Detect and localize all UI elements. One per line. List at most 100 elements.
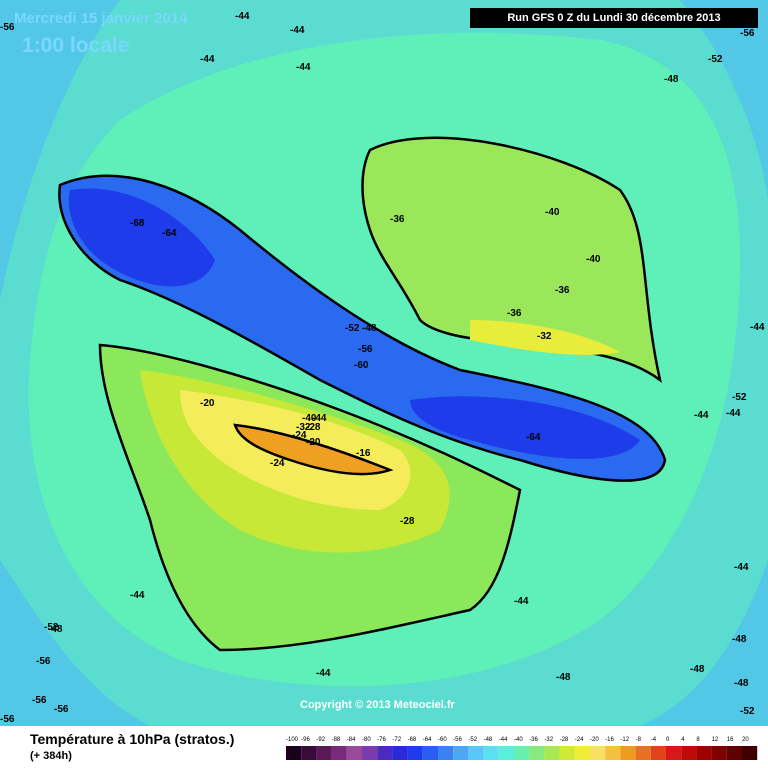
svg-text:-24: -24 <box>292 430 307 441</box>
scale-tick-label: 20 <box>742 737 749 743</box>
warm-core <box>233 423 394 476</box>
svg-text:-56: -56 <box>36 656 51 667</box>
svg-text:-56: -56 <box>54 704 69 715</box>
scale-swatch <box>590 746 606 760</box>
scale-swatch <box>696 746 712 760</box>
scale-swatch <box>362 746 378 760</box>
svg-text:-60: -60 <box>354 360 369 371</box>
svg-text:-56: -56 <box>0 22 15 33</box>
scale-swatch <box>650 746 666 760</box>
svg-text:-44: -44 <box>130 590 145 601</box>
scale-swatch <box>742 746 758 760</box>
scale-tick-label: -84 <box>347 737 356 743</box>
contour-labels: -56 -44 -44 -44 -44 -48 -52 -56 -68 -64 … <box>0 11 765 725</box>
svg-text:-44: -44 <box>290 25 305 36</box>
svg-text:-52: -52 <box>740 706 755 717</box>
scale-swatch <box>438 746 454 760</box>
scale-tick-label: 8 <box>696 737 700 743</box>
map-canvas: -56 -44 -44 -44 -44 -48 -52 -56 -68 -64 … <box>0 0 768 726</box>
svg-text:-28: -28 <box>400 516 415 527</box>
svg-text:-32: -32 <box>537 331 552 342</box>
scale-tick-label: -60 <box>438 737 447 743</box>
scale-swatch <box>483 746 499 760</box>
svg-text:-48: -48 <box>664 74 679 85</box>
scale-tick-label: -80 <box>362 737 371 743</box>
scale-tick-label: -44 <box>499 737 508 743</box>
svg-text:-44: -44 <box>312 413 327 424</box>
isotherm-56-zone <box>0 0 120 300</box>
svg-text:-32: -32 <box>296 422 311 433</box>
scale-tick-label: -72 <box>392 737 401 743</box>
svg-text:-64: -64 <box>162 228 177 239</box>
scale-swatch <box>574 746 590 760</box>
forecast-time: 1:00 locale <box>22 34 130 57</box>
scale-tick-label: -36 <box>529 737 538 743</box>
scale-swatch <box>346 746 362 760</box>
forecast-date: Mercredi 15 janvier 2014 <box>14 10 188 27</box>
scale-tick-label: 16 <box>727 737 734 743</box>
isotherm-56-zone <box>680 0 768 200</box>
svg-text:-48: -48 <box>362 323 377 334</box>
scale-tick-label: -88 <box>332 737 341 743</box>
scale-tick-label: -16 <box>605 737 614 743</box>
scale-swatch <box>392 746 408 760</box>
svg-text:-36: -36 <box>507 308 522 319</box>
temperature-map: -56 -44 -44 -44 -44 -48 -52 -56 -68 -64 … <box>0 0 768 726</box>
scale-swatch <box>605 746 621 760</box>
scale-swatch <box>559 746 575 760</box>
svg-text:-48: -48 <box>732 634 747 645</box>
svg-text:-44: -44 <box>694 410 709 421</box>
scale-swatch <box>681 746 697 760</box>
scale-swatch <box>377 746 393 760</box>
svg-text:-52: -52 <box>44 622 59 633</box>
scale-tick-label: -100 <box>286 737 299 743</box>
svg-text:-48: -48 <box>556 672 571 683</box>
svg-text:-56: -56 <box>0 714 15 725</box>
scale-swatch <box>498 746 514 760</box>
scale-swatch <box>407 746 423 760</box>
scale-swatch <box>711 746 727 760</box>
svg-text:-40: -40 <box>302 413 317 424</box>
svg-text:-28: -28 <box>306 422 321 433</box>
svg-text:-56: -56 <box>358 344 373 355</box>
siberia-warm-core <box>470 320 620 355</box>
scale-tick-label: -32 <box>544 737 553 743</box>
svg-text:-44: -44 <box>514 596 529 607</box>
scale-swatch <box>635 746 651 760</box>
legend-subtitle: (+ 384h) <box>30 750 72 762</box>
scale-swatch <box>468 746 484 760</box>
scale-tick-label: -76 <box>377 737 386 743</box>
scale-tick-label: -40 <box>514 737 523 743</box>
isotherm-56-zone <box>0 560 150 726</box>
scale-swatch <box>620 746 636 760</box>
scale-swatch <box>514 746 530 760</box>
scale-tick-label: -24 <box>575 737 584 743</box>
scale-swatch <box>286 746 302 760</box>
scale-tick-label: -28 <box>560 737 569 743</box>
svg-text:-64: -64 <box>526 432 541 443</box>
scale-tick-label: -68 <box>408 737 417 743</box>
svg-text:-20: -20 <box>306 437 321 448</box>
scale-tick-label: -64 <box>423 737 432 743</box>
scale-tick-label: -8 <box>636 737 642 743</box>
scale-swatch <box>529 746 545 760</box>
isotherm-56-zone <box>640 560 768 726</box>
svg-text:-44: -44 <box>734 562 749 573</box>
svg-text:-36: -36 <box>555 285 570 296</box>
svg-text:-20: -20 <box>200 398 215 409</box>
scale-swatch <box>301 746 317 760</box>
svg-text:-44: -44 <box>296 62 311 73</box>
svg-text:-56: -56 <box>32 695 47 706</box>
svg-text:-24: -24 <box>270 458 285 469</box>
scale-swatch <box>666 746 682 760</box>
scale-tick-label: -4 <box>651 737 657 743</box>
scale-tick-label: 12 <box>712 737 719 743</box>
legend-panel: Température à 10hPa (stratos.) (+ 384h) … <box>0 726 768 768</box>
scale-swatch <box>544 746 560 760</box>
scale-tick-label: 4 <box>681 737 685 743</box>
svg-text:-52: -52 <box>708 54 723 65</box>
scale-tick-label: -52 <box>468 737 477 743</box>
svg-text:-36: -36 <box>390 214 405 225</box>
scale-tick-label: -96 <box>301 737 310 743</box>
